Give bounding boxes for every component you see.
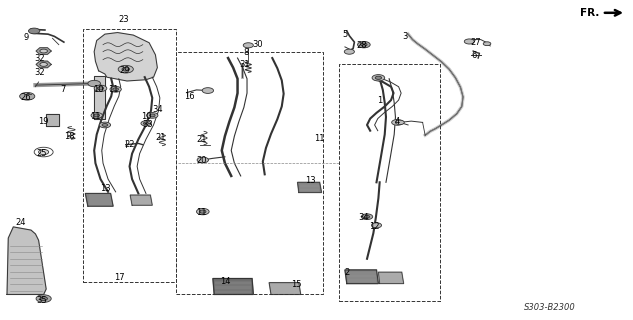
Circle shape: [197, 157, 208, 163]
Text: 22: 22: [124, 140, 135, 149]
Text: 10: 10: [141, 113, 151, 122]
Text: 13: 13: [305, 176, 315, 185]
Circle shape: [144, 122, 149, 124]
Circle shape: [372, 223, 382, 228]
Circle shape: [110, 86, 122, 92]
Circle shape: [358, 42, 370, 48]
Text: 4: 4: [395, 117, 400, 126]
Text: 21: 21: [156, 133, 166, 142]
Circle shape: [118, 65, 134, 73]
Polygon shape: [298, 182, 322, 193]
Circle shape: [396, 120, 404, 124]
Circle shape: [28, 28, 40, 34]
Text: 14: 14: [220, 276, 230, 285]
Circle shape: [196, 208, 209, 215]
Circle shape: [464, 39, 474, 44]
Circle shape: [372, 75, 385, 81]
Text: 33: 33: [142, 120, 153, 129]
Text: 10: 10: [93, 85, 104, 94]
Circle shape: [365, 215, 370, 218]
Text: 24: 24: [16, 218, 26, 227]
Text: 3: 3: [402, 32, 408, 41]
Text: 34: 34: [358, 213, 369, 222]
Polygon shape: [85, 194, 113, 206]
Polygon shape: [94, 33, 158, 81]
Text: 11: 11: [314, 134, 324, 143]
Text: 25: 25: [37, 149, 47, 158]
Polygon shape: [345, 270, 379, 284]
Circle shape: [97, 87, 104, 90]
Circle shape: [202, 88, 213, 93]
Circle shape: [94, 85, 107, 92]
Text: 5: 5: [342, 30, 348, 39]
Circle shape: [375, 76, 382, 79]
Circle shape: [392, 120, 403, 125]
Text: 32: 32: [35, 53, 45, 62]
Text: 27: 27: [470, 38, 481, 47]
Text: 11: 11: [90, 113, 101, 122]
Circle shape: [361, 43, 367, 46]
Text: 34: 34: [152, 105, 163, 114]
Circle shape: [40, 297, 47, 300]
Text: 2: 2: [344, 268, 349, 277]
Text: S303-B2300: S303-B2300: [524, 303, 576, 312]
Polygon shape: [36, 61, 51, 68]
Polygon shape: [7, 227, 46, 294]
Polygon shape: [36, 48, 51, 54]
Circle shape: [483, 42, 491, 46]
Text: 8: 8: [243, 48, 248, 57]
Polygon shape: [94, 76, 105, 119]
Text: 6: 6: [472, 51, 477, 60]
Circle shape: [147, 113, 158, 118]
Polygon shape: [379, 272, 404, 284]
Text: 29: 29: [119, 66, 130, 75]
Text: 15: 15: [291, 280, 301, 289]
Text: 31: 31: [239, 60, 250, 69]
Circle shape: [361, 214, 373, 220]
Text: 7: 7: [60, 85, 65, 94]
Circle shape: [40, 62, 47, 66]
Text: 11: 11: [196, 208, 207, 217]
Text: 9: 9: [23, 33, 28, 42]
Text: 23: 23: [118, 15, 129, 24]
Text: 19: 19: [39, 117, 49, 126]
Circle shape: [40, 49, 47, 53]
Circle shape: [99, 122, 111, 128]
Circle shape: [199, 210, 206, 213]
Circle shape: [94, 114, 99, 117]
Polygon shape: [213, 278, 253, 294]
Circle shape: [344, 49, 354, 54]
Circle shape: [34, 147, 53, 157]
Polygon shape: [269, 283, 301, 294]
Text: 21: 21: [196, 135, 207, 144]
Text: 26: 26: [21, 93, 31, 102]
Circle shape: [149, 114, 155, 117]
Text: 28: 28: [356, 41, 367, 51]
Text: 30: 30: [252, 40, 263, 49]
Text: 13: 13: [99, 184, 110, 193]
Circle shape: [91, 113, 103, 118]
Polygon shape: [46, 114, 59, 125]
Circle shape: [39, 149, 49, 155]
Circle shape: [243, 43, 253, 48]
Circle shape: [88, 80, 101, 87]
Text: 12: 12: [370, 222, 380, 231]
Text: 17: 17: [114, 273, 125, 282]
Text: 1: 1: [377, 96, 382, 105]
Text: 16: 16: [184, 92, 194, 101]
Polygon shape: [130, 195, 153, 205]
Text: 20: 20: [196, 156, 207, 164]
Text: FR.: FR.: [580, 8, 599, 18]
Text: 11: 11: [108, 85, 118, 94]
Circle shape: [36, 295, 51, 302]
Circle shape: [113, 88, 118, 91]
Circle shape: [20, 92, 35, 100]
Text: 32: 32: [35, 68, 45, 77]
Circle shape: [102, 124, 108, 126]
Circle shape: [141, 121, 151, 126]
Text: 18: 18: [63, 132, 74, 140]
Text: 35: 35: [37, 296, 47, 305]
Circle shape: [122, 67, 130, 71]
